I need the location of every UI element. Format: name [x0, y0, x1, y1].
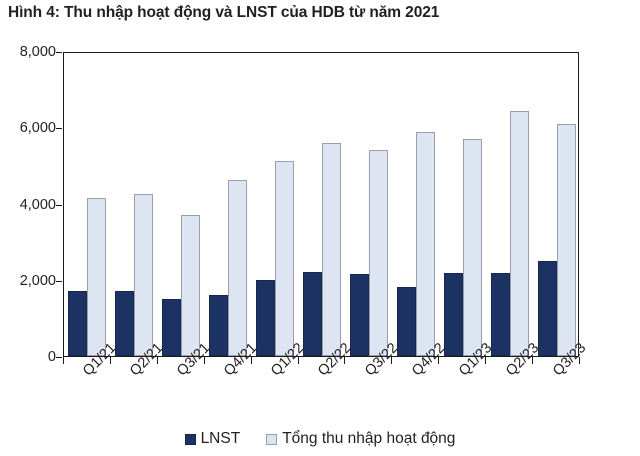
bars-layer — [64, 53, 578, 356]
bar-lnst — [349, 274, 369, 356]
bar-toi — [134, 193, 154, 356]
bar-toi — [415, 131, 435, 356]
bar-lnst — [209, 295, 229, 356]
y-axis-tick-label: 6,000 — [19, 120, 56, 137]
y-axis-tick-mark — [56, 280, 62, 282]
bar-group — [537, 53, 576, 356]
y-axis-tick-mark — [56, 128, 62, 130]
bar-group — [490, 53, 529, 356]
bar-toi — [322, 143, 341, 356]
bar-toi — [368, 150, 388, 356]
bar-group — [256, 53, 295, 356]
bar-group — [209, 53, 248, 356]
bar-toi — [181, 214, 201, 356]
legend-swatch-icon — [184, 433, 196, 445]
plot-area — [63, 52, 579, 357]
bar-lnst — [537, 260, 557, 356]
bar-lnst — [68, 291, 88, 356]
x-axis-tick-mark — [109, 357, 111, 364]
chart-title: Hình 4: Thu nhập hoạt động và LNST của H… — [8, 4, 440, 21]
bar-toi — [228, 179, 248, 356]
x-axis-labels: Q1/21 Q2/21 Q3/21 Q4/21 Q1/22 Q2/22 Q3/22 Q4/22… — [63, 340, 603, 420]
bar-toi — [462, 139, 482, 356]
bar-group — [303, 53, 341, 356]
y-axis-tick-label: 2,000 — [19, 272, 56, 289]
legend-label: Tổng thu nhập hoạt động — [282, 430, 456, 447]
bar-lnst — [162, 298, 182, 356]
bar-lnst — [490, 273, 510, 356]
bar-group — [115, 53, 154, 356]
bar-toi — [275, 160, 295, 356]
bar-group — [162, 53, 201, 356]
x-axis-tick-mark — [203, 357, 205, 364]
x-axis-tick-mark — [297, 357, 299, 364]
chart-legend: LNST Tổng thu nhập hoạt động — [0, 430, 640, 448]
legend-swatch-icon — [266, 433, 278, 445]
bar-group — [396, 53, 435, 356]
x-axis-tick-mark — [391, 357, 393, 364]
y-axis-tick-label: 4,000 — [19, 196, 56, 213]
bar-lnst — [115, 291, 135, 356]
y-axis: 0 2,000 4,000 6,000 8,000 — [0, 0, 62, 456]
x-axis-tick-mark — [579, 357, 580, 364]
legend-item[interactable]: Tổng thu nhập hoạt động — [266, 430, 455, 448]
bar-toi — [87, 197, 107, 356]
bar-lnst — [303, 272, 322, 356]
bar-group — [68, 53, 107, 356]
bar-toi — [509, 111, 529, 356]
x-axis-tick-mark — [344, 357, 346, 364]
bar-group — [443, 53, 482, 356]
bar-toi — [556, 124, 576, 356]
y-axis-tick-mark — [56, 52, 62, 53]
x-axis-tick-mark — [485, 357, 487, 364]
x-axis-ticks — [63, 357, 580, 367]
x-axis-tick-mark — [438, 357, 440, 364]
legend-item[interactable]: LNST — [184, 430, 241, 448]
bar-lnst — [256, 279, 276, 356]
y-axis-tick-mark — [56, 204, 62, 206]
bar-lnst — [443, 272, 463, 356]
bar-group — [349, 53, 388, 356]
x-axis-tick-mark — [532, 357, 534, 364]
y-axis-tick-label: 8,000 — [19, 44, 56, 60]
legend-label: LNST — [200, 430, 241, 447]
y-axis-tick-label: 0 — [47, 349, 56, 365]
y-axis-tick-mark — [56, 357, 62, 358]
x-axis-tick-mark — [156, 357, 158, 364]
x-axis-tick-mark — [63, 357, 64, 364]
x-axis-tick-mark — [250, 357, 252, 364]
bar-lnst — [396, 287, 416, 356]
